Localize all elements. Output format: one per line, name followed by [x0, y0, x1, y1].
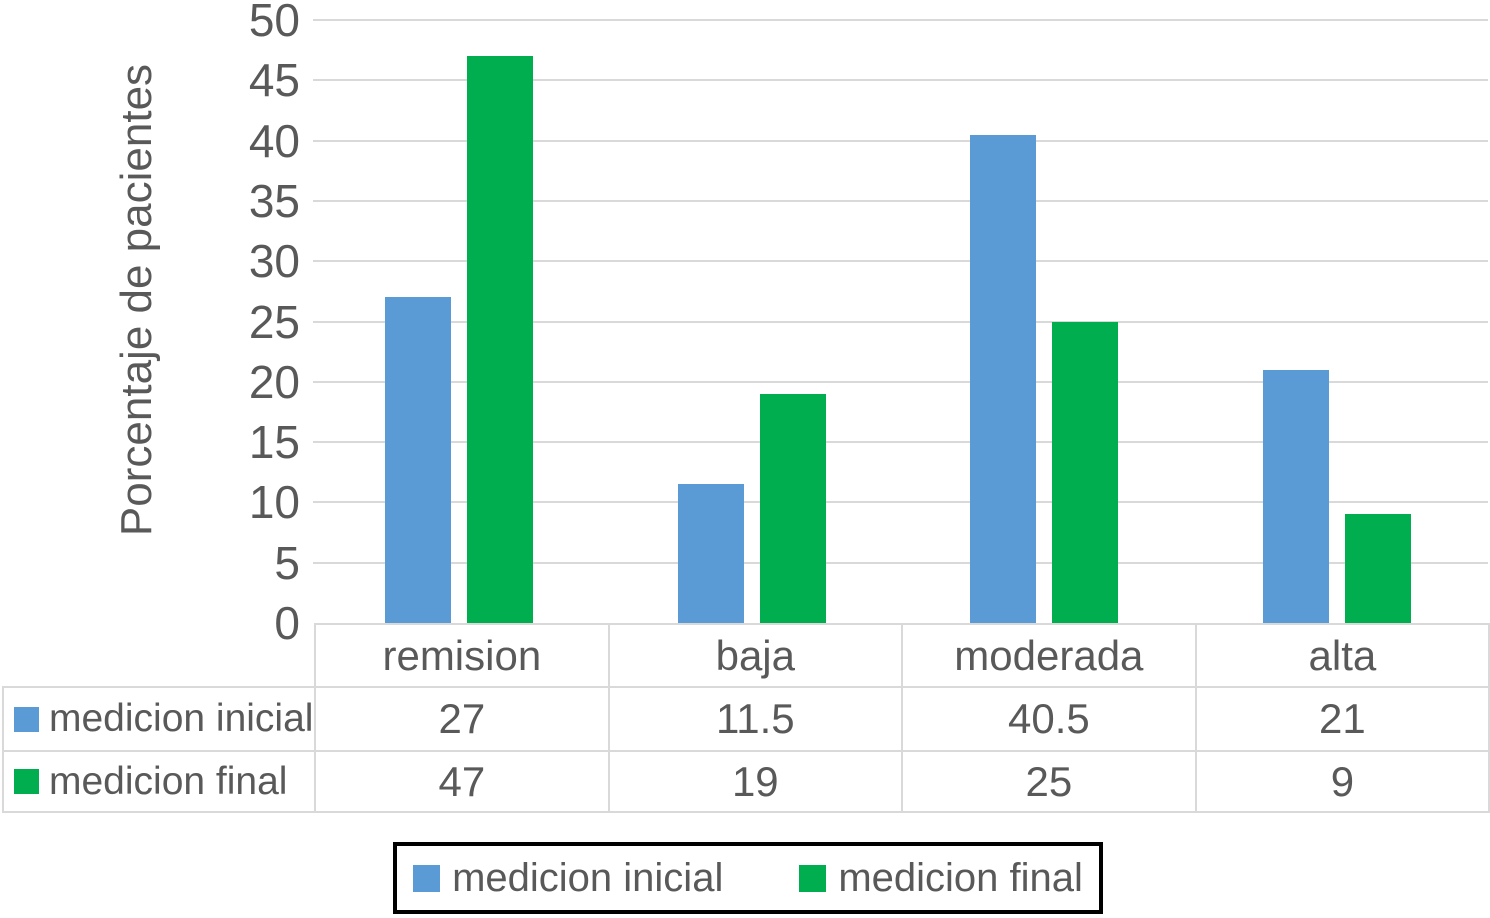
row-label-cell: medicion final [2, 750, 316, 813]
table-value-cell: 11.5 [607, 686, 903, 752]
category-header-baja: baja [607, 623, 903, 688]
y-tick-label: 10 [248, 476, 300, 529]
bar-medicion-final-baja [759, 393, 826, 623]
y-tick-label: 25 [248, 295, 300, 348]
bar-medicion-inicial-moderada [970, 134, 1037, 623]
bar-medicion-inicial-alta [1262, 369, 1329, 623]
table-value-cell: 47 [313, 750, 610, 813]
legend-label: medicion final [838, 855, 1083, 900]
legend-item-medicion-inicial: medicion inicial [413, 856, 723, 901]
y-tick-label: 15 [248, 416, 300, 469]
gridline [313, 79, 1488, 82]
y-tick-label: 0 [274, 597, 300, 649]
table-row-medicion-final: medicion final 47 19 25 9 [2, 750, 1490, 813]
category-header-alta: alta [1194, 623, 1490, 688]
gridline [313, 260, 1488, 263]
bar-medicion-final-moderada [1052, 321, 1119, 623]
table-value-cell: 40.5 [900, 686, 1197, 752]
gridline [313, 441, 1488, 444]
y-axis-title: Porcentaje de pacientes [112, 63, 161, 537]
gridline [313, 561, 1488, 564]
gridline [313, 139, 1488, 142]
series-name-label: medicion inicial [49, 697, 314, 740]
series-key-swatch-icon [14, 769, 39, 794]
table-row-medicion-inicial: medicion inicial 27 11.5 40.5 21 [2, 686, 1490, 752]
category-header-moderada: moderada [900, 623, 1197, 688]
category-header-remision: remision [313, 623, 610, 688]
y-tick-label: 20 [248, 355, 300, 408]
bar-medicion-final-remision [467, 56, 534, 623]
gridline [313, 320, 1488, 323]
bar-medicion-inicial-baja [677, 484, 744, 623]
legend-key-swatch-icon [413, 864, 441, 892]
legend-item-medicion-final: medicion final [799, 856, 1083, 901]
gridline [313, 501, 1488, 504]
gridline [313, 199, 1488, 202]
row-label-cell: medicion inicial [2, 686, 316, 752]
legend-box: medicion inicial medicion final [393, 842, 1103, 914]
table-corner-empty [3, 624, 316, 688]
row-label: medicion inicial [14, 697, 314, 741]
row-label: medicion final [14, 759, 313, 804]
table-header-row: remision baja moderada alta [3, 623, 1490, 688]
series-key-swatch-icon [14, 706, 39, 732]
table-value-cell: 27 [313, 686, 610, 752]
bar-medicion-inicial-remision [385, 297, 452, 623]
series-name-label: medicion final [49, 759, 288, 803]
table-value-cell: 19 [607, 750, 903, 813]
y-tick-label: 5 [274, 536, 300, 589]
y-tick-label: 50 [248, 0, 300, 46]
legend-label: medicion inicial [452, 855, 724, 900]
legend-key-swatch-icon [799, 864, 827, 892]
gridline [313, 380, 1488, 383]
y-tick-label: 45 [248, 54, 300, 107]
table-value-cell: 25 [900, 750, 1197, 813]
table-value-cell: 9 [1194, 750, 1490, 813]
y-tick-label: 30 [248, 235, 300, 288]
bar-medicion-final-alta [1344, 514, 1411, 623]
data-table: remision baja moderada alta medicion inicial… [2, 623, 1490, 813]
y-tick-label: 40 [248, 114, 300, 167]
y-tick-label: 35 [248, 174, 300, 227]
gridline [313, 19, 1488, 21]
table-value-cell: 21 [1194, 686, 1490, 752]
